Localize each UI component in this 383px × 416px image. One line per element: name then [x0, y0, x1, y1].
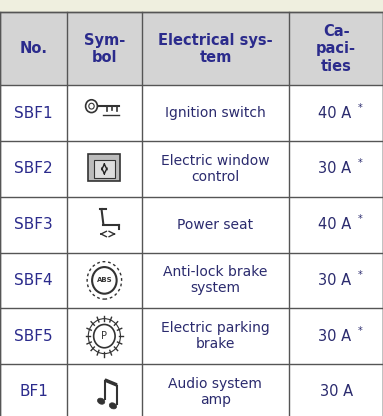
Text: 40 A: 40 A — [318, 217, 351, 232]
Polygon shape — [105, 379, 117, 386]
Text: Ca-
paci-
ties: Ca- paci- ties — [316, 24, 356, 74]
Text: SBF3: SBF3 — [14, 217, 53, 232]
FancyBboxPatch shape — [142, 308, 289, 364]
FancyBboxPatch shape — [94, 160, 115, 178]
FancyBboxPatch shape — [289, 12, 383, 85]
Text: Anti-lock brake
system: Anti-lock brake system — [163, 265, 268, 295]
Text: *: * — [358, 326, 363, 336]
FancyBboxPatch shape — [142, 197, 289, 253]
Text: SBF5: SBF5 — [14, 329, 53, 344]
FancyBboxPatch shape — [142, 141, 289, 197]
Text: SBF1: SBF1 — [14, 106, 53, 121]
FancyBboxPatch shape — [0, 308, 67, 364]
FancyBboxPatch shape — [0, 197, 67, 253]
Text: No.: No. — [20, 41, 47, 57]
Text: Electric window
control: Electric window control — [161, 154, 270, 184]
FancyBboxPatch shape — [142, 12, 289, 85]
Text: P: P — [101, 331, 107, 341]
FancyBboxPatch shape — [289, 141, 383, 197]
FancyBboxPatch shape — [67, 85, 142, 141]
Text: 30 A: 30 A — [318, 161, 351, 176]
Text: *: * — [358, 270, 363, 280]
Ellipse shape — [98, 398, 105, 404]
Text: SBF4: SBF4 — [14, 273, 53, 288]
FancyBboxPatch shape — [289, 364, 383, 416]
FancyBboxPatch shape — [67, 308, 142, 364]
FancyBboxPatch shape — [67, 253, 142, 308]
FancyBboxPatch shape — [289, 308, 383, 364]
Text: 30 A: 30 A — [318, 273, 351, 288]
Text: *: * — [358, 103, 363, 113]
FancyBboxPatch shape — [289, 253, 383, 308]
Text: BF1: BF1 — [19, 384, 48, 399]
FancyBboxPatch shape — [289, 197, 383, 253]
Text: SBF2: SBF2 — [14, 161, 53, 176]
FancyBboxPatch shape — [67, 12, 142, 85]
FancyBboxPatch shape — [67, 141, 142, 197]
Text: 30 A: 30 A — [319, 384, 353, 399]
Text: *: * — [358, 214, 363, 224]
FancyBboxPatch shape — [67, 197, 142, 253]
FancyBboxPatch shape — [0, 364, 67, 416]
Text: Ignition switch: Ignition switch — [165, 106, 266, 120]
Text: 40 A: 40 A — [318, 106, 351, 121]
FancyBboxPatch shape — [0, 12, 67, 85]
Text: ABS: ABS — [97, 277, 112, 283]
FancyBboxPatch shape — [0, 85, 67, 141]
Text: Power seat: Power seat — [177, 218, 254, 232]
FancyBboxPatch shape — [67, 364, 142, 416]
FancyBboxPatch shape — [142, 253, 289, 308]
FancyBboxPatch shape — [88, 154, 120, 181]
FancyBboxPatch shape — [142, 85, 289, 141]
Ellipse shape — [109, 403, 116, 409]
Text: Audio system
amp: Audio system amp — [169, 377, 262, 407]
FancyBboxPatch shape — [0, 141, 67, 197]
FancyBboxPatch shape — [142, 364, 289, 416]
Text: *: * — [358, 158, 363, 168]
Text: Sym-
bol: Sym- bol — [84, 33, 125, 65]
FancyBboxPatch shape — [289, 85, 383, 141]
Text: 30 A: 30 A — [318, 329, 351, 344]
Text: Electric parking
brake: Electric parking brake — [161, 321, 270, 351]
Text: Electrical sys-
tem: Electrical sys- tem — [158, 33, 273, 65]
FancyBboxPatch shape — [0, 253, 67, 308]
